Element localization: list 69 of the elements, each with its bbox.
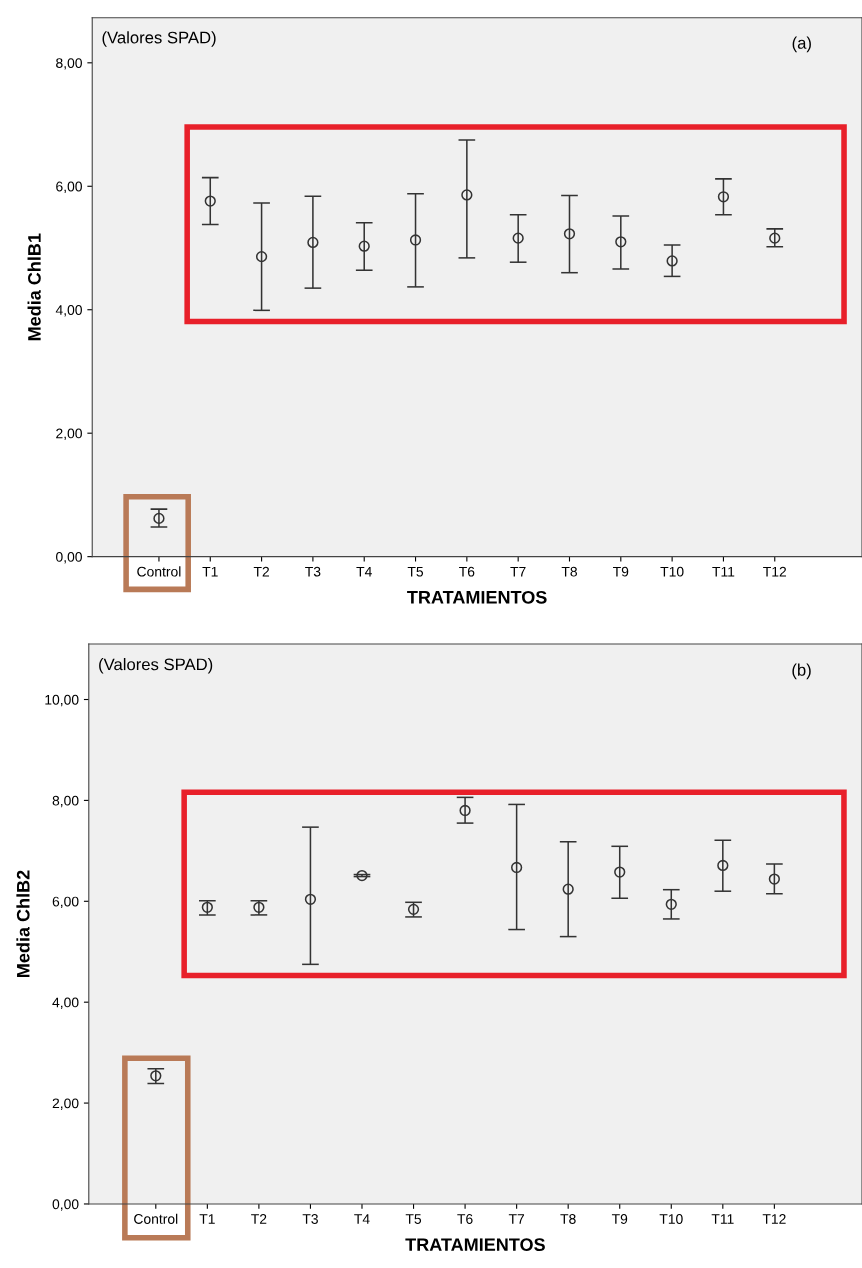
point [201,901,213,913]
point [356,869,368,882]
y-tick-label: 8,00 [56,58,82,70]
annotation: (Valores SPAD) [102,31,216,47]
point [615,236,627,248]
y-tick-label: 0,00 [56,551,82,564]
x-tick-label: T2 [253,566,269,577]
y-tick-label: 8,00 [52,795,79,808]
annotation: (Valores SPAD) [99,658,213,674]
point [204,195,216,207]
x-tick-label: T12 [763,566,787,577]
x-tick-label: T9 [613,566,629,577]
annotation: (a) [792,36,811,53]
y-tick-label: 4,00 [55,305,82,317]
annotation: (b) [792,663,811,680]
x-axis-title: TRATAMIENTOS [407,590,547,604]
x-tick-label: T9 [611,1214,628,1224]
x-tick-label: T3 [302,1214,318,1224]
x-tick-label: T6 [459,566,475,577]
point [358,240,370,252]
x-tick-label: T5 [405,1214,422,1224]
x-tick-label: T7 [508,1214,525,1224]
x-tick-label: T8 [561,566,577,577]
point [409,234,422,246]
y-tick-label: 6,00 [56,181,82,194]
point [717,859,729,872]
point [769,232,781,244]
x-tick-label: T4 [354,1214,370,1224]
y-axis-title: Media ChlB1 [27,233,41,341]
point [665,898,677,910]
point [512,232,524,244]
point [307,236,319,249]
point [150,1070,162,1082]
x-axis-title: TRATAMIENTOS [405,1238,545,1252]
x-tick-label: T8 [560,1214,576,1224]
point [562,883,574,895]
x-tick-label: Control [134,1213,178,1224]
x-tick-label: T7 [510,566,526,577]
x-tick-label: T11 [711,1214,734,1224]
x-tick-label: T1 [199,1214,215,1224]
point [459,804,471,817]
point [768,873,780,885]
y-tick-label: 0,00 [52,1199,79,1211]
x-tick-label: T5 [407,566,424,577]
point [461,189,473,201]
y-tick-label: 6,00 [52,896,79,909]
x-tick-label: T3 [305,566,321,577]
y-axis-title: Media ChlB2 [16,870,30,977]
x-tick-label: T10 [660,566,684,577]
point [253,901,265,913]
x-tick-label: Control [137,566,181,577]
x-tick-label: T12 [762,1214,786,1224]
point [304,893,317,905]
point [255,251,268,263]
y-tick-label: 4,00 [52,997,79,1009]
x-tick-label: T2 [251,1214,267,1224]
y-tick-label: 10,00 [45,694,79,707]
point [717,191,730,203]
x-tick-label: T10 [659,1214,683,1224]
x-tick-label: T11 [712,566,735,577]
y-tick-label: 2,00 [56,428,82,440]
x-tick-label: T6 [457,1214,473,1224]
point [614,866,626,878]
point [563,228,576,240]
y-tick-label: 2,00 [52,1098,79,1110]
point [666,255,678,267]
point [511,861,523,874]
x-tick-label: T1 [202,566,218,577]
x-tick-label: T4 [356,566,372,577]
